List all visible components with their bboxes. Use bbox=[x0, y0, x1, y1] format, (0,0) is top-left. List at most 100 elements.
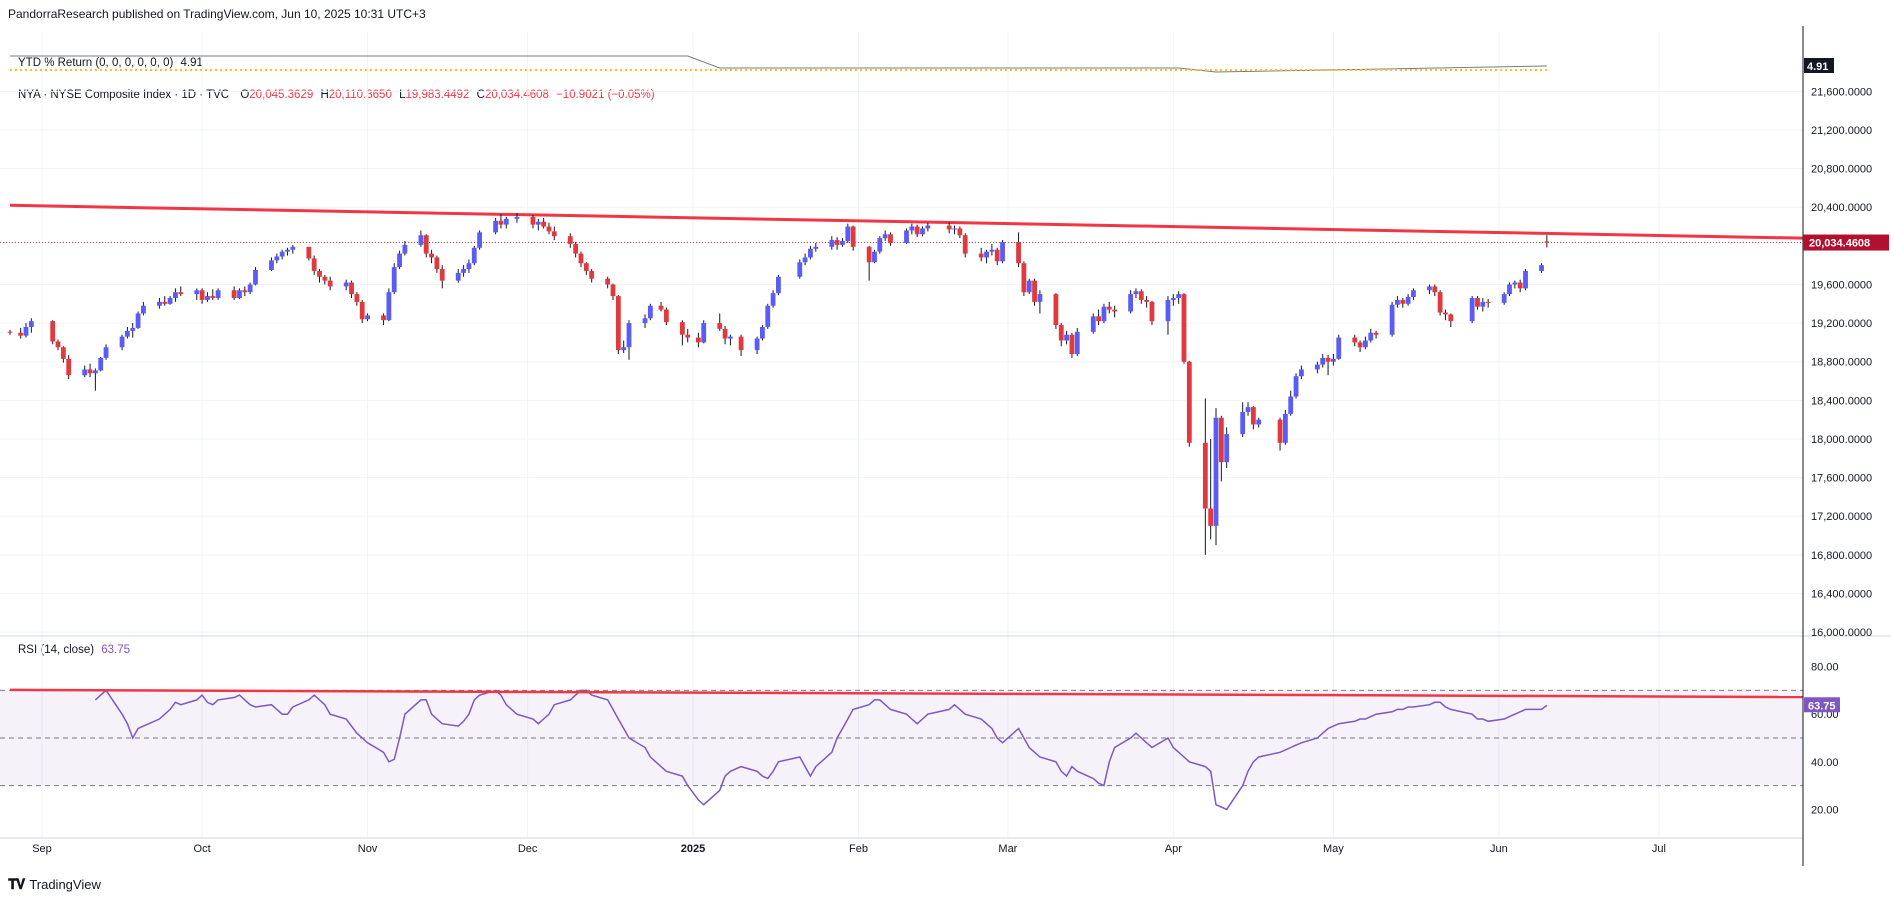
candle[interactable] bbox=[530, 214, 536, 229]
candle[interactable] bbox=[1176, 291, 1182, 304]
candle[interactable] bbox=[946, 222, 952, 234]
candle[interactable] bbox=[642, 314, 648, 328]
candle[interactable] bbox=[55, 339, 61, 351]
candle[interactable] bbox=[1395, 296, 1400, 308]
candle[interactable] bbox=[1128, 290, 1134, 314]
candle[interactable] bbox=[237, 288, 242, 299]
candle[interactable] bbox=[583, 262, 589, 275]
candle[interactable] bbox=[253, 267, 258, 286]
candle[interactable] bbox=[615, 295, 621, 354]
candle[interactable] bbox=[306, 246, 312, 261]
candle[interactable] bbox=[1240, 402, 1246, 438]
candle[interactable] bbox=[738, 334, 744, 356]
candle[interactable] bbox=[1213, 408, 1219, 546]
candle[interactable] bbox=[957, 226, 963, 239]
candle[interactable] bbox=[1405, 294, 1411, 306]
candle[interactable] bbox=[1448, 313, 1454, 327]
candle[interactable] bbox=[765, 303, 771, 329]
candle[interactable] bbox=[679, 320, 685, 346]
candle[interactable] bbox=[1432, 284, 1438, 297]
candle[interactable] bbox=[1096, 309, 1102, 326]
candle[interactable] bbox=[135, 311, 141, 329]
candle[interactable] bbox=[840, 238, 845, 247]
candle[interactable] bbox=[317, 269, 322, 283]
candle[interactable] bbox=[754, 336, 760, 354]
candle[interactable] bbox=[18, 327, 24, 339]
candle[interactable] bbox=[797, 259, 803, 279]
candle[interactable] bbox=[247, 282, 253, 295]
candle[interactable] bbox=[920, 226, 925, 237]
candle[interactable] bbox=[1016, 232, 1021, 268]
candle[interactable] bbox=[952, 225, 957, 235]
candle[interactable] bbox=[1507, 282, 1512, 297]
candle[interactable] bbox=[386, 288, 392, 322]
candle[interactable] bbox=[1218, 415, 1224, 482]
candle[interactable] bbox=[87, 363, 93, 378]
candle[interactable] bbox=[1032, 278, 1037, 306]
candle[interactable] bbox=[1330, 354, 1336, 366]
candle[interactable] bbox=[994, 247, 1000, 266]
candle[interactable] bbox=[610, 283, 616, 300]
rsi-legend[interactable]: RSI (14, close) 63.75 bbox=[18, 644, 130, 656]
candle[interactable] bbox=[1411, 288, 1416, 300]
candle[interactable] bbox=[605, 276, 611, 289]
candle[interactable] bbox=[423, 234, 429, 258]
candle[interactable] bbox=[1389, 301, 1395, 337]
candle[interactable] bbox=[701, 320, 707, 344]
candle[interactable] bbox=[813, 242, 819, 252]
candle[interactable] bbox=[1208, 438, 1214, 540]
candle[interactable] bbox=[1400, 298, 1406, 308]
candle[interactable] bbox=[343, 279, 349, 291]
candle[interactable] bbox=[866, 245, 872, 281]
rsi-pane[interactable] bbox=[0, 688, 1804, 811]
candle[interactable] bbox=[1288, 390, 1294, 416]
candle[interactable] bbox=[1523, 269, 1528, 291]
candle[interactable] bbox=[119, 334, 125, 351]
candle[interactable] bbox=[909, 223, 915, 235]
candle[interactable] bbox=[205, 292, 210, 302]
candle[interactable] bbox=[776, 274, 781, 296]
candle[interactable] bbox=[1368, 328, 1374, 343]
candle[interactable] bbox=[1352, 334, 1358, 347]
candle[interactable] bbox=[157, 298, 162, 309]
tradingview-logo[interactable]: 𝐓𝐕 TradingView bbox=[8, 876, 101, 893]
candle[interactable] bbox=[1544, 235, 1550, 248]
candle[interactable] bbox=[1336, 334, 1342, 360]
candle[interactable] bbox=[1165, 296, 1171, 335]
candle[interactable] bbox=[493, 217, 499, 235]
ytd-legend[interactable]: YTD % Return (0, 0, 0, 0, 0, 0) 4.91 bbox=[18, 57, 203, 69]
candle[interactable] bbox=[178, 286, 184, 297]
candle[interactable] bbox=[82, 365, 88, 378]
candle[interactable] bbox=[359, 299, 365, 324]
candle[interactable] bbox=[1090, 313, 1096, 334]
candle[interactable] bbox=[199, 288, 205, 304]
candle[interactable] bbox=[962, 233, 968, 258]
candle[interactable] bbox=[850, 225, 856, 251]
candle[interactable] bbox=[1475, 296, 1480, 310]
candle[interactable] bbox=[808, 245, 813, 260]
candle[interactable] bbox=[888, 232, 893, 246]
candle[interactable] bbox=[829, 236, 835, 250]
candle[interactable] bbox=[573, 242, 579, 258]
candle[interactable] bbox=[904, 228, 909, 244]
price-pane[interactable] bbox=[0, 203, 1804, 555]
candle[interactable] bbox=[914, 224, 920, 238]
candle[interactable] bbox=[1133, 288, 1139, 298]
candle[interactable] bbox=[727, 334, 733, 346]
candle[interactable] bbox=[1186, 360, 1192, 447]
candle[interactable] bbox=[647, 303, 653, 321]
candle[interactable] bbox=[1314, 361, 1320, 374]
candle[interactable] bbox=[1053, 293, 1059, 329]
candle[interactable] bbox=[770, 290, 776, 308]
candle[interactable] bbox=[429, 249, 434, 264]
candle[interactable] bbox=[1539, 263, 1544, 273]
candle[interactable] bbox=[1021, 261, 1027, 297]
candle[interactable] bbox=[626, 320, 632, 360]
candle[interactable] bbox=[92, 368, 98, 391]
candle[interactable] bbox=[978, 247, 984, 262]
candle[interactable] bbox=[1325, 354, 1331, 376]
candle[interactable] bbox=[1144, 296, 1150, 308]
candle[interactable] bbox=[541, 217, 547, 229]
candle[interactable] bbox=[402, 241, 408, 256]
candle[interactable] bbox=[1069, 332, 1075, 358]
